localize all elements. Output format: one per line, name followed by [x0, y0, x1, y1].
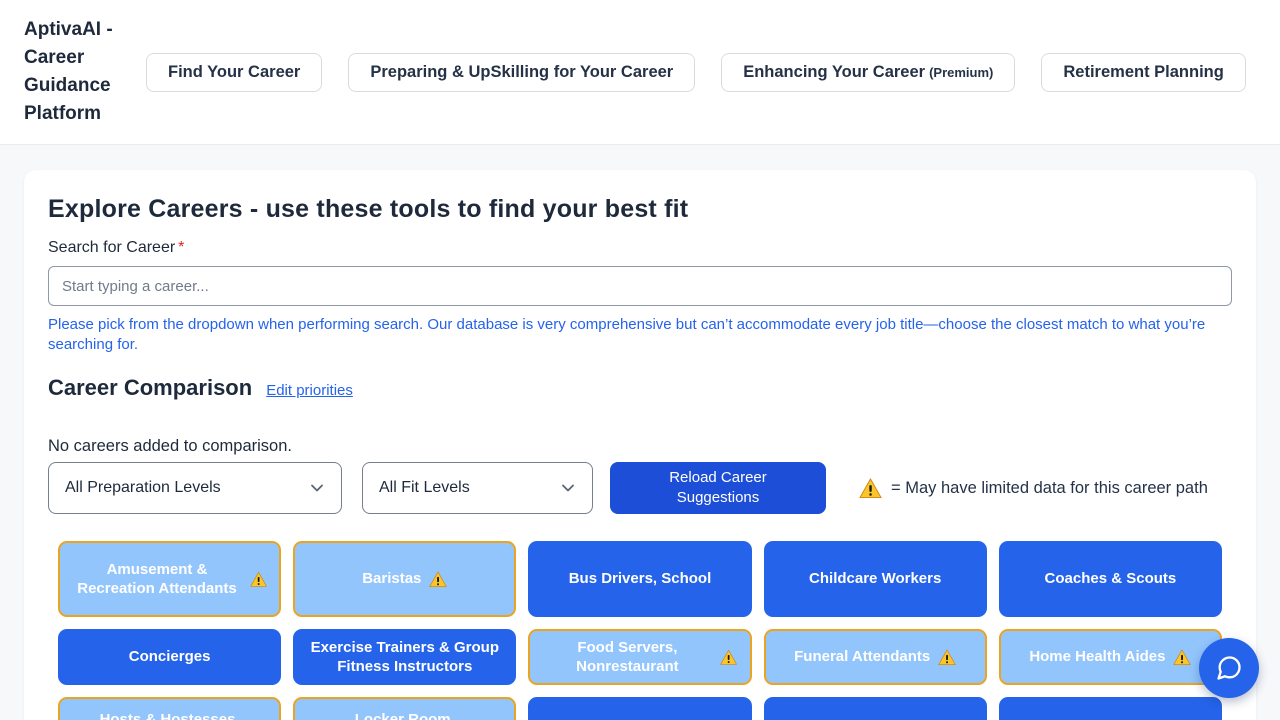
fit-level-select[interactable]: All Fit Levels	[362, 462, 593, 514]
career-button-food-servers-nonrestaurant[interactable]: Food Servers, Nonrestaurant	[528, 629, 752, 685]
chevron-down-icon	[562, 484, 574, 492]
limited-data-legend-text: = May have limited data for this career …	[891, 479, 1208, 497]
app-logo: AptivaAI - Career Guidance Platform	[24, 19, 113, 124]
search-helper-note: Please pick from the dropdown when perfo…	[48, 316, 1206, 353]
nav-retirement-planning[interactable]: Retirement Planning	[1041, 52, 1246, 92]
career-button[interactable]	[763, 697, 987, 720]
limited-data-warning-icon	[720, 649, 738, 665]
career-button-concierges[interactable]: Concierges	[58, 629, 282, 685]
edit-priorities-link[interactable]: Edit priorities	[266, 382, 353, 399]
limited-data-warning-icon	[938, 648, 957, 665]
reload-career-suggestions-button[interactable]: Reload Career Suggestions	[610, 462, 826, 514]
nav-find-your-career[interactable]: Find Your Career	[146, 52, 323, 92]
career-suggestions-grid: Amusement & Recreation Attendants Barist…	[58, 541, 1222, 720]
page-title: Explore Careers - use these tools to fin…	[48, 195, 689, 223]
suggestion-controls: All Preparation Levels All Fit Levels Re…	[48, 462, 1232, 514]
chat-bubble-icon	[1217, 656, 1241, 680]
limited-data-warning-icon	[250, 571, 268, 587]
chat-launcher-button[interactable]	[1199, 638, 1259, 698]
career-button-exercise-trainers[interactable]: Exercise Trainers & Group Fitness Instru…	[293, 629, 517, 685]
explore-careers-card: Explore Careers - use these tools to fin…	[24, 170, 1256, 720]
career-button-home-health-aides[interactable]: Home Health Aides	[998, 629, 1222, 685]
career-button[interactable]	[528, 697, 752, 720]
chevron-down-icon	[311, 484, 323, 492]
limited-data-warning-icon	[1173, 648, 1192, 665]
app-header: AptivaAI - Career Guidance Platform Find…	[0, 0, 1280, 145]
career-button-funeral-attendants[interactable]: Funeral Attendants	[763, 629, 987, 685]
career-button-coaches-scouts[interactable]: Coaches & Scouts	[998, 541, 1222, 617]
premium-badge: (Premium)	[929, 64, 994, 80]
career-search-input[interactable]	[48, 266, 1232, 306]
comparison-empty-message: No careers added to comparison.	[48, 437, 292, 455]
limited-data-legend: = May have limited data for this career …	[859, 476, 1208, 500]
career-button-baristas[interactable]: Baristas	[293, 541, 517, 617]
nav-preparing-upskilling[interactable]: Preparing & UpSkilling for Your Career	[348, 52, 696, 92]
career-comparison-title: Career Comparison	[48, 375, 253, 400]
search-label: Search for Career *	[48, 239, 185, 256]
career-button-hosts-hostesses[interactable]: Hosts & Hostesses,	[58, 697, 282, 720]
career-button-childcare-workers[interactable]: Childcare Workers	[763, 541, 987, 617]
career-button-bus-drivers-school[interactable]: Bus Drivers, School	[528, 541, 752, 617]
preparation-level-select[interactable]: All Preparation Levels	[48, 462, 342, 514]
required-asterisk: *	[178, 239, 185, 256]
main-nav: Find Your Career Preparing & UpSkilling …	[146, 52, 1246, 92]
limited-data-warning-icon	[429, 570, 448, 587]
career-button-locker-room[interactable]: Locker Room,	[293, 697, 517, 720]
nav-enhancing-career[interactable]: Enhancing Your Career (Premium)	[721, 52, 1016, 92]
warning-icon	[859, 477, 882, 498]
career-button-occupational-therapy[interactable]: Occupational Therapy	[998, 697, 1222, 720]
career-button-amusement-recreation-attendants[interactable]: Amusement & Recreation Attendants	[58, 541, 282, 617]
